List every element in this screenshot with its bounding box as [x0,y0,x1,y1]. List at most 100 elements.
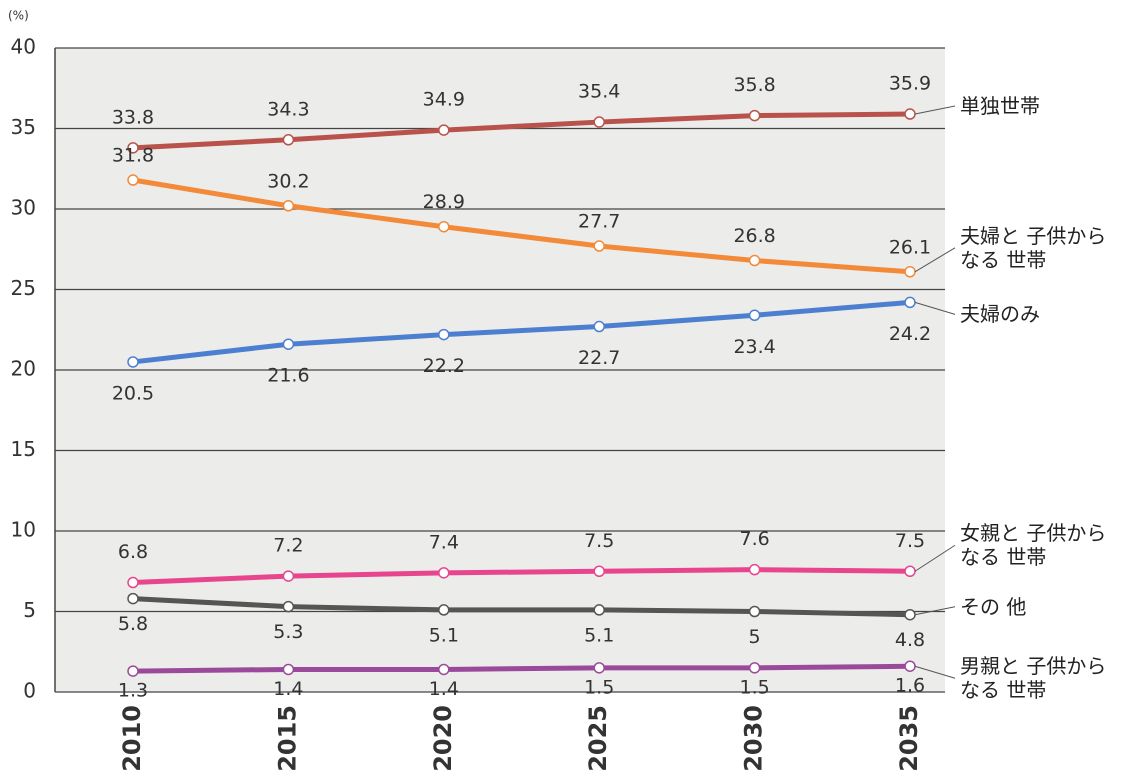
data-label: 7.5 [584,530,614,552]
x-tick-label: 2025 [584,705,612,772]
data-label: 5 [749,626,761,648]
data-point [127,592,139,605]
data-point [127,174,139,186]
data-label: 35.9 [889,73,931,95]
data-point [748,662,761,674]
data-label: 21.6 [267,365,309,387]
data-label: 22.2 [423,355,465,377]
data-label: 22.7 [578,347,620,369]
legend-label: 男親と 子供から なる 世帯 [960,654,1107,703]
series-line [132,299,911,365]
data-point [438,604,450,616]
y-tick-label: 40 [11,35,36,59]
data-label: 27.7 [578,211,620,233]
data-label: 1.3 [118,680,148,702]
x-tick-label: 2030 [740,705,768,772]
x-tick-label: 2020 [429,705,457,772]
leader-line [914,665,956,679]
data-label: 20.5 [112,382,154,404]
x-tick-label: 2010 [118,705,146,772]
data-label: 1.6 [895,675,925,697]
data-point [282,134,295,146]
data-point [127,665,139,677]
data-point [438,567,450,579]
series-line [132,111,911,151]
data-point [748,109,761,122]
legend-label: 夫婦のみ [960,302,1040,327]
data-point [127,142,139,154]
data-label: 23.4 [733,336,775,358]
data-point [593,565,605,577]
data-label: 35.4 [578,81,620,103]
leader-line [914,247,956,273]
data-point [904,608,916,621]
data-point [282,570,295,582]
y-tick-label: 30 [11,196,36,220]
data-label: 30.2 [267,170,309,192]
data-point [127,576,139,589]
data-point [593,116,605,128]
data-point [904,296,916,309]
data-label: 31.8 [112,145,154,167]
data-point [593,662,605,674]
legend-label: 夫婦と 子供から なる 世帯 [960,223,1107,272]
data-label: 7.2 [273,535,303,557]
data-point [904,565,916,577]
data-label: 26.8 [733,225,775,247]
data-label: 26.1 [889,236,931,258]
data-point [593,604,605,616]
data-label: 1.4 [273,678,303,700]
data-label: 7.5 [895,530,925,552]
data-point [748,605,761,618]
data-point [748,254,761,267]
data-label: 33.8 [112,106,154,128]
data-point [748,563,761,576]
data-point [282,338,295,350]
data-label: 5.3 [273,621,303,643]
data-label: 34.3 [267,98,309,120]
data-point [904,660,916,672]
unit-label: (%) [8,9,29,23]
y-tick-label: 0 [23,679,36,703]
data-point [438,328,450,341]
data-label: 1.5 [584,676,614,698]
data-point [438,663,450,676]
series-line [132,567,911,586]
y-tick-label: 10 [11,518,36,542]
data-point [438,220,450,233]
data-label: 6.8 [118,541,148,563]
data-label: 34.9 [423,89,465,111]
data-point [127,356,139,368]
data-point [593,320,605,333]
legend-label: 女親と 子供から なる 世帯 [960,521,1107,570]
data-point [282,200,295,212]
x-tick-label: 2015 [273,705,301,772]
data-label: 5.1 [584,624,614,646]
y-tick-label: 5 [23,598,36,622]
leader-line [914,301,956,315]
data-label: 28.9 [423,191,465,213]
leader-line [914,544,956,572]
data-point [904,108,916,120]
data-label: 4.8 [895,629,925,651]
legend-label: その 他 [960,594,1027,619]
data-point [748,309,761,322]
data-point [904,266,916,278]
y-tick-label: 35 [11,115,36,139]
data-label: 5.8 [118,613,148,635]
data-label: 35.8 [733,74,775,96]
leader-line [914,606,956,616]
y-tick-label: 15 [11,437,36,461]
y-tick-label: 25 [11,276,36,300]
data-point [282,600,295,613]
series-line [132,177,911,275]
data-label: 24.2 [889,323,931,345]
data-point [593,240,605,252]
legend-label: 単独世帯 [960,94,1040,118]
data-point [438,124,450,136]
series-line [132,663,911,674]
leader-line [914,105,956,115]
series-line [132,596,911,618]
